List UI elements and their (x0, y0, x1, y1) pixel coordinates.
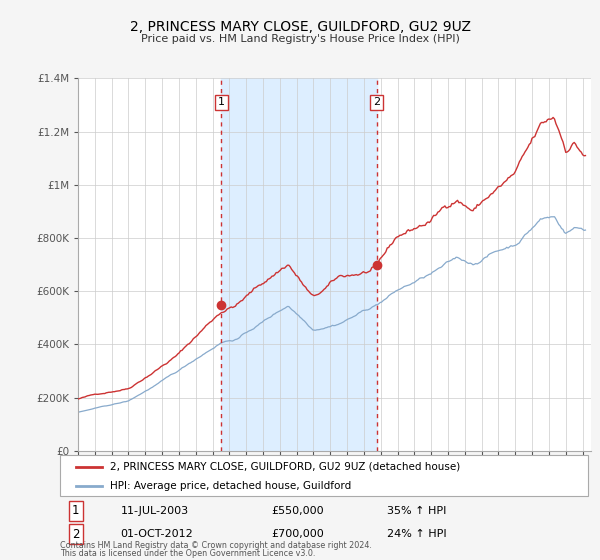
Text: £700,000: £700,000 (271, 529, 324, 539)
Text: Contains HM Land Registry data © Crown copyright and database right 2024.: Contains HM Land Registry data © Crown c… (60, 541, 372, 550)
Text: 2: 2 (72, 528, 80, 541)
Text: 1: 1 (72, 505, 80, 517)
Bar (221, 78, 377, 451)
Text: £550,000: £550,000 (271, 506, 324, 516)
Text: 2, PRINCESS MARY CLOSE, GUILDFORD, GU2 9UZ: 2, PRINCESS MARY CLOSE, GUILDFORD, GU2 9… (130, 20, 470, 34)
Text: 01-OCT-2012: 01-OCT-2012 (121, 529, 193, 539)
Text: Price paid vs. HM Land Registry's House Price Index (HPI): Price paid vs. HM Land Registry's House … (140, 34, 460, 44)
Text: HPI: Average price, detached house, Guildford: HPI: Average price, detached house, Guil… (110, 480, 352, 491)
Text: 1: 1 (218, 97, 225, 108)
Text: 35% ↑ HPI: 35% ↑ HPI (388, 506, 447, 516)
Text: 11-JUL-2003: 11-JUL-2003 (121, 506, 189, 516)
Text: 2, PRINCESS MARY CLOSE, GUILDFORD, GU2 9UZ (detached house): 2, PRINCESS MARY CLOSE, GUILDFORD, GU2 9… (110, 461, 460, 472)
Text: 2: 2 (373, 97, 380, 108)
Text: 24% ↑ HPI: 24% ↑ HPI (388, 529, 447, 539)
FancyBboxPatch shape (60, 455, 588, 496)
Text: This data is licensed under the Open Government Licence v3.0.: This data is licensed under the Open Gov… (60, 549, 316, 558)
